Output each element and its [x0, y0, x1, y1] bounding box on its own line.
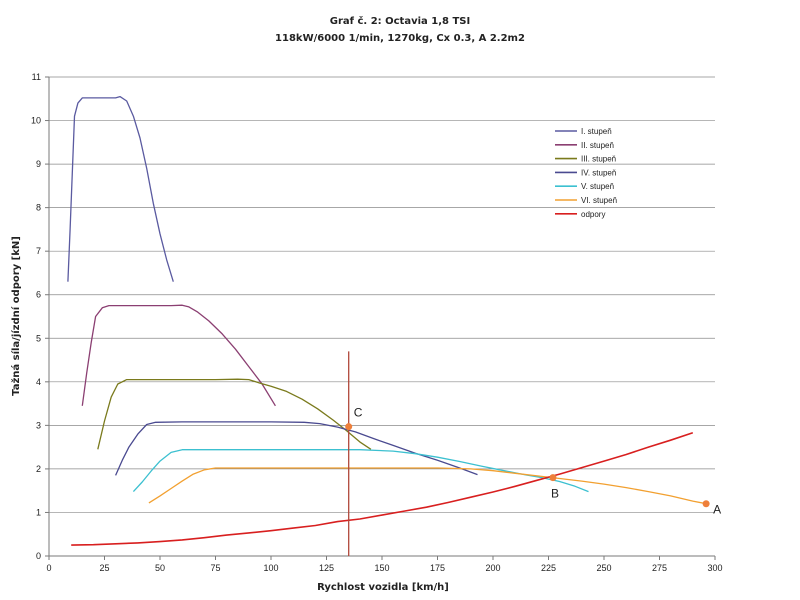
series-line-2	[81, 304, 276, 407]
annotations: C B A	[345, 406, 721, 517]
x-tick-label: 100	[263, 563, 278, 573]
legend-entry: III. stupeň	[581, 155, 616, 164]
series-line-7	[71, 432, 694, 546]
legend-entry: VI. stupeň	[581, 196, 617, 205]
point-b	[549, 474, 557, 482]
grid	[49, 76, 715, 513]
x-tick-label: 225	[541, 563, 556, 573]
y-tick-label: 11	[32, 72, 41, 82]
label-b: B	[551, 487, 559, 501]
y-tick-label: 2	[36, 464, 41, 474]
x-tick-label: 125	[319, 563, 334, 573]
series-line-6	[148, 467, 707, 505]
y-tick-label: 1	[36, 507, 41, 517]
legend-entry: V. stupeň	[581, 182, 614, 191]
label-a: A	[713, 503, 721, 517]
x-tick-label: 300	[707, 563, 722, 573]
series-line-3	[97, 378, 372, 450]
x-axis-label: Rychlost vozidla [km/h]	[317, 582, 449, 593]
x-tick-label: 150	[374, 563, 389, 573]
x-tick-label: 250	[596, 563, 611, 573]
legend-entry: IV. stupeň	[581, 168, 616, 177]
point-a	[702, 500, 710, 508]
y-tick-label: 9	[36, 159, 41, 169]
label-c: C	[354, 406, 363, 420]
x-tick-label: 25	[99, 563, 109, 573]
series-lines	[67, 95, 707, 556]
y-axis-label: Tažná síla/jízdní odpory [kN]	[10, 236, 22, 396]
chart-subtitle: 118kW/6000 1/min, 1270kg, Cx 0.3, A 2.2m…	[275, 33, 525, 44]
x-tick-label: 175	[430, 563, 445, 573]
y-tick-label: 10	[31, 116, 41, 126]
y-tick-label: 4	[36, 377, 41, 387]
series-line-1	[67, 95, 174, 282]
chart-title: Graf č. 2: Octavia 1,8 TSI	[330, 15, 470, 27]
legend-entry: II. stupeň	[581, 141, 614, 150]
axes: 0 1 2 3 4 5 6 7 8 9 10 11 0 25 50 75 100 125 150 175 200 225 2…	[31, 72, 723, 573]
y-tick-label: 0	[36, 551, 41, 561]
y-tick-label: 6	[36, 290, 41, 300]
y-tick-label: 5	[36, 333, 41, 343]
x-tick-label: 50	[155, 563, 165, 573]
legend-entry: I. stupeň	[581, 127, 612, 136]
x-tick-label: 75	[210, 563, 220, 573]
y-tick-label: 8	[36, 203, 41, 213]
y-tick-label: 7	[36, 246, 41, 256]
legend: I. stupeň II. stupeň III. stupeň IV. stupeň…	[555, 127, 617, 219]
legend-entry: odpory	[581, 210, 605, 219]
x-tick-label: 0	[46, 563, 51, 573]
series-line-5	[132, 449, 589, 493]
y-tick-label: 3	[36, 420, 41, 430]
x-tick-label: 200	[485, 563, 500, 573]
point-c	[345, 423, 353, 431]
x-tick-label: 275	[652, 563, 667, 573]
